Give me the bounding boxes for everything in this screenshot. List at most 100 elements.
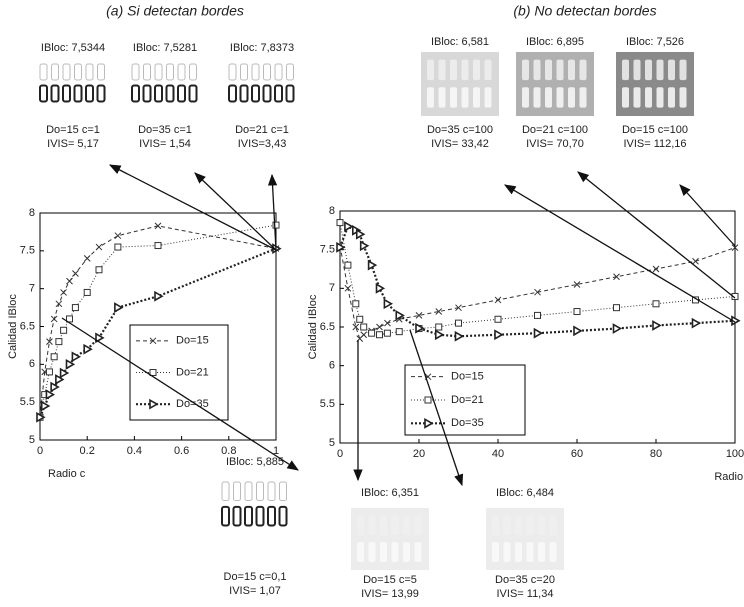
ibloc-label: IBloc: 7,8373 (230, 42, 294, 54)
marker (155, 292, 162, 300)
thumbnail-bar (534, 87, 541, 107)
ivis-label: IVIS= 13,99 (361, 588, 419, 600)
y-axis-label: Calidad IBloc (307, 294, 319, 359)
marker (384, 300, 391, 308)
marker (614, 305, 620, 311)
x-tick-label: 20 (413, 448, 425, 460)
marker (436, 331, 443, 339)
thumbnail-bar (515, 542, 522, 562)
marker (436, 324, 442, 330)
y-tick-label: 6 (29, 358, 35, 370)
x-tick-label: 0 (337, 448, 343, 460)
x-tick-label: 0.4 (127, 445, 142, 457)
thumbnail-bar (450, 60, 457, 80)
ibloc-label: IBloc: 5,885 (226, 456, 284, 468)
y-tick-label: 7.5 (20, 245, 35, 257)
marker (614, 325, 621, 333)
ivis-label: IVIS= 11,34 (497, 588, 554, 600)
arrow (110, 165, 276, 250)
legend-label: Do=15 (176, 335, 209, 347)
marker (396, 329, 402, 335)
figure: (a) Si detectan bordes55.566.577.5800.20… (0, 0, 744, 607)
chart-title: (a) Si detectan bordes (106, 3, 244, 19)
thumbnail-bar (668, 87, 675, 107)
thumbnail-bar (522, 60, 529, 80)
marker (96, 244, 102, 250)
y-tick-label: 6.5 (320, 321, 335, 333)
y-tick-label: 5 (29, 434, 35, 446)
thumbnail-bar (392, 542, 399, 562)
thumbnail-bar (645, 87, 652, 107)
marker (51, 316, 57, 322)
thumbnail-bar (622, 60, 629, 80)
chart-title: (b) No detectan bordes (513, 3, 656, 19)
marker (42, 402, 49, 410)
thumbnail-bar (668, 60, 675, 80)
thumbnail-bar (545, 87, 552, 107)
marker (574, 309, 580, 315)
marker (456, 320, 462, 326)
arrow (578, 172, 735, 298)
y-tick-label: 7.5 (320, 244, 335, 256)
y-tick-label: 5.5 (20, 396, 35, 408)
marker (155, 243, 161, 249)
thumbnail-bar (403, 542, 410, 562)
marker (693, 319, 700, 327)
thumbnail-bar (580, 87, 587, 107)
thumbnail-bar (645, 60, 652, 80)
thumbnail-bar (415, 542, 422, 562)
thumbnail-bar (634, 60, 641, 80)
thumbnail-bar (492, 515, 499, 535)
x-tick-label: 100 (726, 448, 744, 460)
thumbnail-bar (557, 87, 564, 107)
thumbnail-bar (473, 60, 480, 80)
thumbnail-bar (462, 87, 469, 107)
thumbnail-bar (550, 515, 557, 535)
legend-label: Do=21 (451, 394, 484, 406)
thumbnail-bar (538, 515, 545, 535)
arrow (195, 173, 276, 250)
marker (51, 354, 57, 360)
y-tick-label: 7 (29, 283, 35, 295)
marker (495, 331, 502, 339)
marker (384, 330, 390, 336)
marker (84, 289, 90, 295)
marker (155, 223, 161, 229)
thumbnail-bar (485, 87, 492, 107)
ibloc-label: IBloc: 6,484 (496, 487, 554, 499)
x-tick-label: 0.6 (174, 445, 189, 457)
marker (72, 305, 78, 311)
thumbnail-bar (357, 515, 364, 535)
thumbnail-bar (427, 60, 434, 80)
marker (369, 261, 376, 269)
thumbnail-bar (427, 87, 434, 107)
thumbnail-bar (380, 542, 387, 562)
thumbnail-bar (485, 60, 492, 80)
params-label: Do=35 c=20 (495, 574, 555, 586)
thumbnail-bar (557, 60, 564, 80)
marker (46, 369, 52, 375)
marker (535, 329, 542, 337)
params-label: Do=15 c=5 (363, 574, 417, 586)
ibloc-label: IBloc: 6,351 (361, 487, 419, 499)
thumbnail-bar (357, 542, 364, 562)
thumbnail-bar (492, 542, 499, 562)
marker (653, 321, 660, 329)
marker (361, 324, 367, 330)
marker (345, 262, 351, 268)
thumbnail-bar (504, 515, 511, 535)
ibloc-label: IBloc: 6,895 (526, 36, 584, 48)
plot-frame (340, 211, 735, 443)
thumbnail-bar (534, 60, 541, 80)
marker (96, 267, 102, 273)
thumbnail-bar (392, 515, 399, 535)
params-label: Do=21 c=1 (235, 124, 289, 136)
ibloc-label: IBloc: 7,526 (626, 36, 684, 48)
y-tick-label: 5 (329, 437, 335, 449)
ibloc-label: IBloc: 6,581 (431, 36, 489, 48)
thumbnail-bar (538, 542, 545, 562)
ivis-label: IVIS= 33,42 (431, 138, 489, 150)
thumbnail-bar (462, 60, 469, 80)
y-tick-label: 8 (29, 207, 35, 219)
marker (115, 244, 121, 250)
